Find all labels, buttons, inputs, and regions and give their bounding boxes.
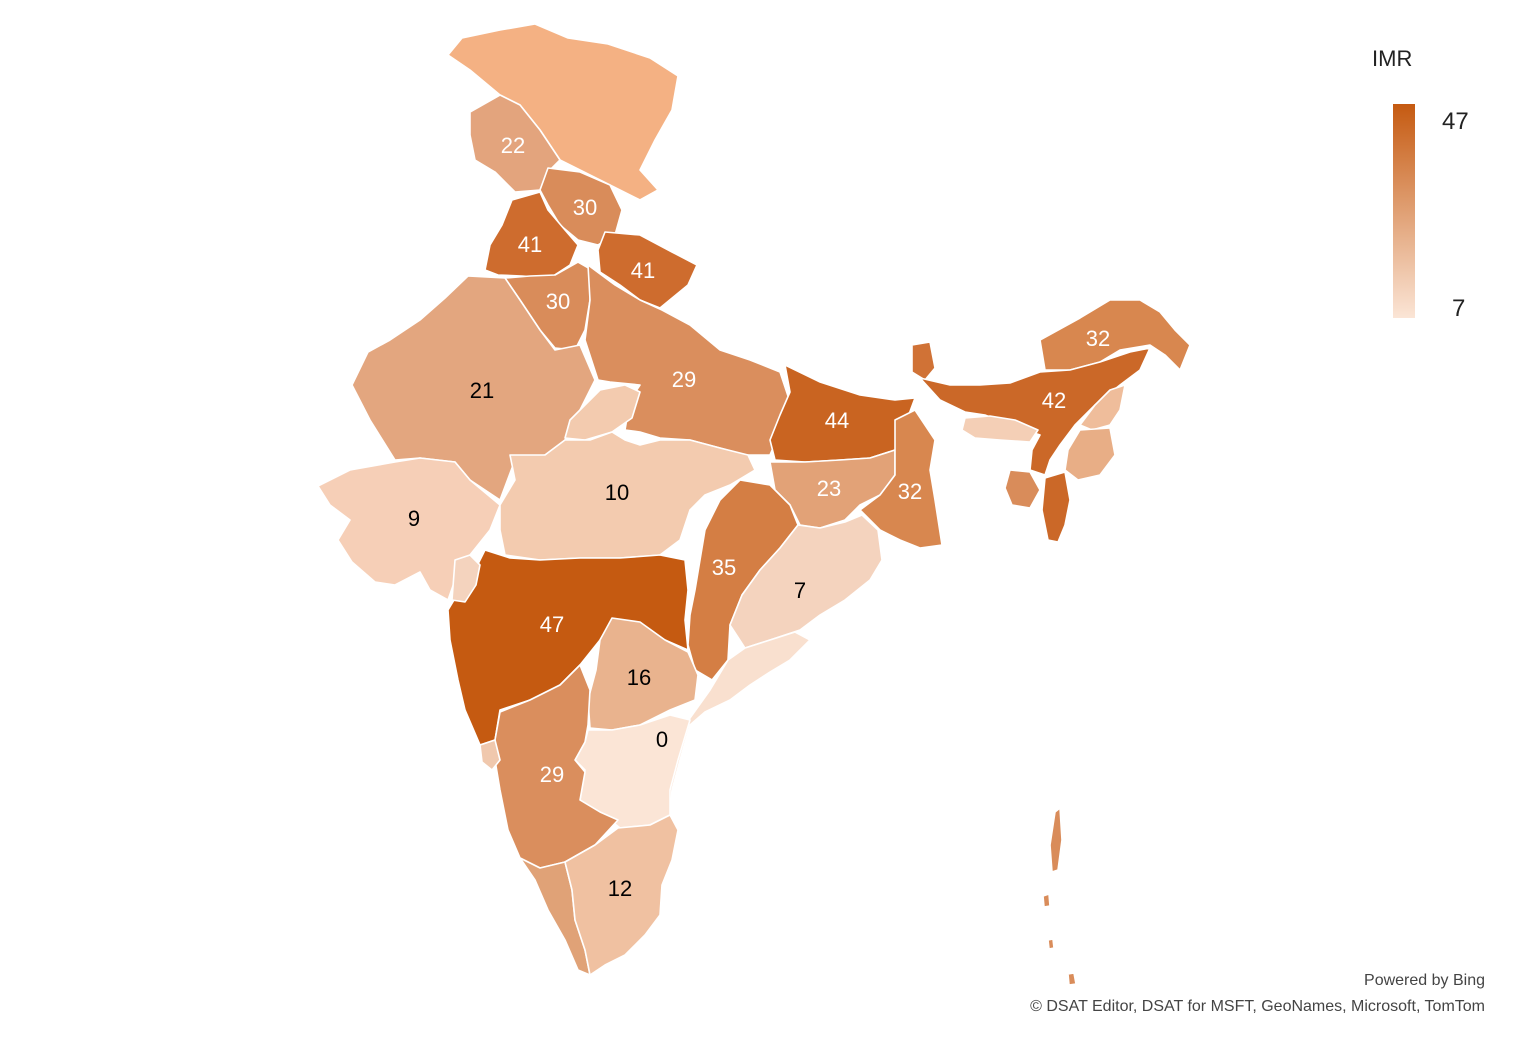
label-chhattisgarh: 35 xyxy=(712,555,736,580)
label-andhra-south: 0 xyxy=(656,727,668,752)
region-andaman-nicobar[interactable] xyxy=(1049,807,1063,873)
region-manipur[interactable] xyxy=(1064,427,1116,481)
region-west-bengal[interactable] xyxy=(859,409,943,549)
label-maharashtra: 47 xyxy=(540,612,564,637)
label-uttar-pradesh: 29 xyxy=(672,367,696,392)
label-rajasthan: 21 xyxy=(470,378,494,403)
label-haryana: 30 xyxy=(546,289,570,314)
label-assam: 42 xyxy=(1042,388,1066,413)
region-uttarakhand[interactable] xyxy=(597,231,698,309)
attribution-sources: © DSAT Editor, DSAT for MSFT, GeoNames, … xyxy=(1030,998,1485,1015)
region-chhattisgarh[interactable] xyxy=(687,479,799,681)
region-tripura[interactable] xyxy=(1004,469,1041,509)
region-tamil-nadu[interactable] xyxy=(564,814,679,976)
region-goa[interactable] xyxy=(479,739,501,771)
region-dnh-daman[interactable] xyxy=(451,554,481,603)
label-jammu-kashmir: 22 xyxy=(501,133,525,158)
region-andaman-nicobar-small-1[interactable] xyxy=(1042,893,1051,908)
label-jharkhand: 23 xyxy=(817,476,841,501)
label-gujarat: 9 xyxy=(408,506,420,531)
region-andaman-nicobar-small-2[interactable] xyxy=(1047,938,1055,950)
label-odisha: 7 xyxy=(794,578,806,603)
label-tamil-nadu: 12 xyxy=(608,876,632,901)
region-nagaland[interactable] xyxy=(1079,384,1126,431)
legend-min-label: 7 xyxy=(1452,295,1466,322)
attribution-powered-by: Powered by Bing xyxy=(1364,972,1485,989)
label-west-bengal: 32 xyxy=(898,479,922,504)
region-rajasthan[interactable] xyxy=(351,275,596,501)
region-mizoram[interactable] xyxy=(1041,471,1071,543)
label-uttarakhand: 41 xyxy=(631,258,655,283)
legend-color-scale xyxy=(1393,104,1415,318)
region-odisha[interactable] xyxy=(729,514,883,649)
region-sikkim[interactable] xyxy=(911,341,936,381)
region-madhya-pradesh-north[interactable] xyxy=(564,384,641,441)
label-arunachal-pradesh: 32 xyxy=(1086,326,1110,351)
region-andaman-nicobar-small-3[interactable] xyxy=(1067,972,1077,986)
label-telangana: 16 xyxy=(627,665,651,690)
legend-title: IMR xyxy=(1372,46,1413,71)
region-telangana[interactable] xyxy=(587,617,699,731)
region-karnataka[interactable] xyxy=(494,664,619,869)
legend-max-label: 47 xyxy=(1442,108,1469,135)
label-madhya-pradesh: 10 xyxy=(605,480,629,505)
label-punjab: 41 xyxy=(518,232,542,257)
label-himachal-pradesh: 30 xyxy=(573,195,597,220)
value-labels: 22 30 41 41 30 21 29 44 9 10 23 32 35 7 … xyxy=(408,133,1110,901)
label-bihar: 44 xyxy=(825,408,849,433)
region-madhya-pradesh[interactable] xyxy=(499,431,756,561)
label-karnataka: 29 xyxy=(540,762,564,787)
region-meghalaya[interactable] xyxy=(961,415,1039,443)
region-himachal-pradesh[interactable] xyxy=(539,167,623,246)
